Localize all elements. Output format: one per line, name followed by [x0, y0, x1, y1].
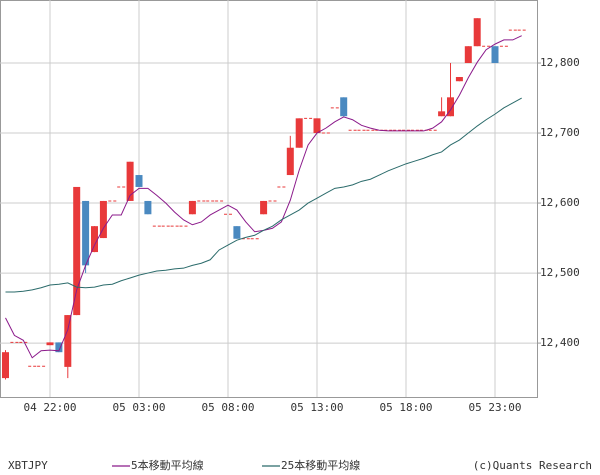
x-tick-label: 05 13:00 — [291, 401, 344, 414]
candle-body — [464, 46, 472, 64]
candle-body — [2, 352, 9, 379]
x-tick-label: 05 03:00 — [113, 401, 166, 414]
y-tick-label: 12,600 — [540, 196, 580, 209]
candle-body — [135, 175, 143, 187]
candle-body — [473, 18, 481, 47]
candle-body — [46, 342, 54, 346]
y-tick-label: 12,500 — [540, 266, 580, 279]
y-tick-label: 12,400 — [540, 336, 580, 349]
moving-average-line — [5, 97, 522, 293]
candle-body — [491, 46, 499, 64]
candle-body — [260, 200, 268, 215]
x-tick-label: 05 08:00 — [202, 401, 255, 414]
candle-body — [55, 342, 63, 353]
candle-body — [286, 147, 294, 176]
chart-title: XBTJPY — [8, 459, 48, 472]
candle-body — [188, 200, 196, 215]
candle-body — [144, 200, 152, 215]
legend-label: 25本移動平均線 — [281, 458, 360, 472]
x-tick-label: 04 22:00 — [24, 401, 77, 414]
legend-label: 5本移動平均線 — [131, 458, 204, 472]
candle-body — [340, 97, 348, 117]
candle-body — [313, 118, 321, 134]
candle-body — [82, 200, 90, 266]
x-tick-label: 05 23:00 — [469, 401, 522, 414]
plot-frame — [0, 0, 538, 398]
credit: (c)Quants Research — [473, 459, 592, 472]
candle-body — [233, 226, 241, 239]
y-tick-label: 12,800 — [540, 56, 580, 69]
candle-body — [455, 77, 463, 82]
x-tick-label: 05 18:00 — [380, 401, 433, 414]
y-tick-label: 12,700 — [540, 126, 580, 139]
candle-body — [73, 186, 81, 316]
candle-body — [64, 315, 72, 367]
candle-body — [91, 226, 98, 253]
candle-body — [126, 161, 134, 201]
candle-body — [99, 200, 107, 239]
candle-body — [295, 118, 303, 148]
candle-body — [438, 111, 446, 117]
candle-body — [447, 97, 454, 117]
